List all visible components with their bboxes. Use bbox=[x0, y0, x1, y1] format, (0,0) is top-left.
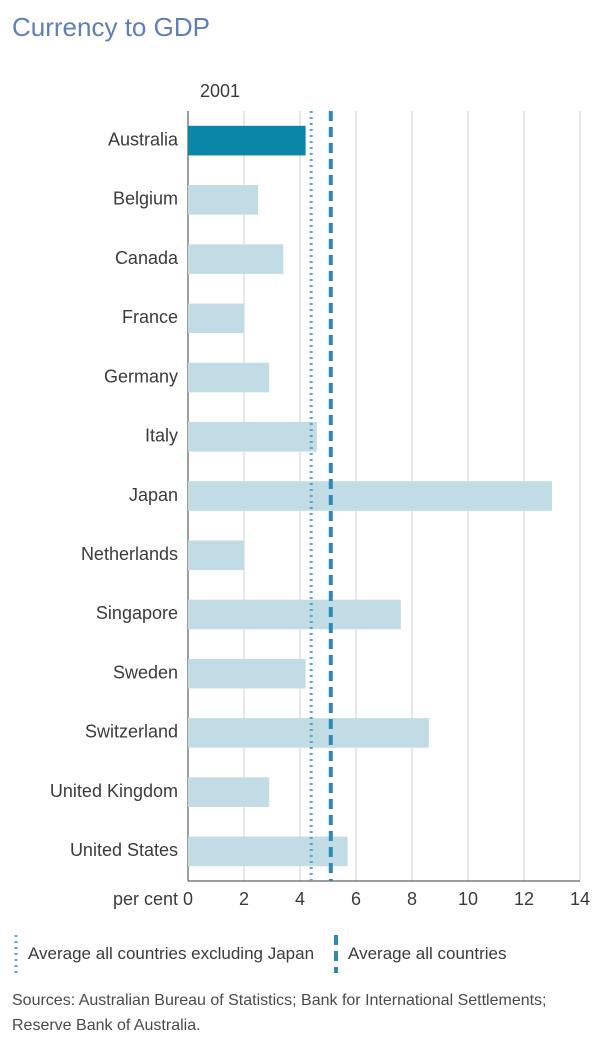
category-label: Japan bbox=[129, 485, 178, 505]
bar bbox=[188, 185, 258, 215]
x-tick-label: 10 bbox=[458, 889, 478, 909]
chart-title: Currency to GDP bbox=[12, 12, 592, 43]
category-label: Sweden bbox=[113, 662, 178, 682]
legend-swatch bbox=[12, 935, 18, 973]
category-label: Netherlands bbox=[81, 544, 178, 564]
category-label: United States bbox=[70, 840, 178, 860]
x-tick-label: 4 bbox=[295, 889, 305, 909]
bar bbox=[188, 600, 401, 630]
legend-label: Average all countries excluding Japan bbox=[28, 944, 314, 964]
legend-label: Average all countries bbox=[348, 944, 506, 964]
x-tick-label: 14 bbox=[570, 889, 590, 909]
x-tick-label: 2 bbox=[239, 889, 249, 909]
bar bbox=[188, 837, 348, 867]
category-label: Australia bbox=[108, 129, 179, 149]
bar bbox=[188, 540, 244, 570]
category-label: Belgium bbox=[113, 189, 178, 209]
category-label: Italy bbox=[145, 426, 178, 446]
bar bbox=[188, 659, 306, 689]
legend-swatch bbox=[332, 935, 338, 973]
category-label: United Kingdom bbox=[50, 781, 178, 801]
legend-item: Average all countries bbox=[332, 935, 506, 973]
bar bbox=[188, 481, 552, 511]
bar bbox=[188, 363, 269, 393]
x-tick-label: 6 bbox=[351, 889, 361, 909]
bar bbox=[188, 718, 429, 748]
chart-sources: Sources: Australian Bureau of Statistics… bbox=[8, 981, 592, 1039]
x-tick-label: 0 bbox=[183, 889, 193, 909]
category-label: Canada bbox=[115, 248, 179, 268]
category-label: Singapore bbox=[96, 603, 178, 623]
legend-item: Average all countries excluding Japan bbox=[12, 935, 314, 973]
bar bbox=[188, 422, 317, 452]
category-label: France bbox=[122, 307, 178, 327]
x-tick-label: 12 bbox=[514, 889, 534, 909]
bar bbox=[188, 304, 244, 334]
chart-legend: Average all countries excluding Japan Ave… bbox=[8, 921, 592, 981]
currency-to-gdp-chart: Australia Belgium Canada France Germany Italy… bbox=[8, 61, 592, 921]
x-axis-label: per cent bbox=[113, 889, 178, 909]
x-tick-label: 8 bbox=[407, 889, 417, 909]
bar bbox=[188, 126, 306, 156]
category-label: Switzerland bbox=[85, 722, 178, 742]
bar bbox=[188, 777, 269, 807]
bar bbox=[188, 244, 283, 274]
category-label: Germany bbox=[104, 366, 178, 386]
year-label: 2001 bbox=[200, 81, 240, 101]
